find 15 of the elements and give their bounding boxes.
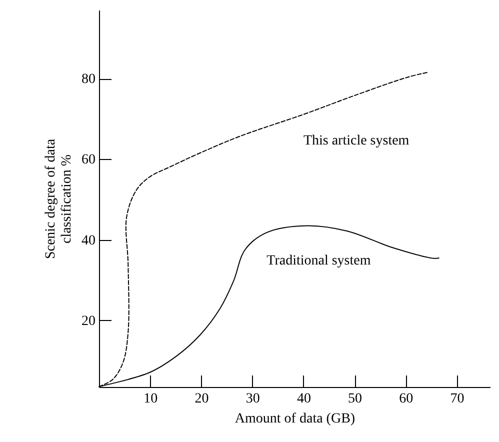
series-label: Traditional system (266, 254, 371, 269)
y-tick-label: 60 (82, 152, 96, 168)
x-tick-label: 50 (348, 392, 362, 406)
x-tick-label: 70 (450, 392, 464, 406)
series-label: This article system (303, 133, 410, 148)
y-tick-label: 20 (82, 314, 96, 329)
x-tick-label: 40 (296, 392, 311, 406)
x-tick-label: 30 (246, 392, 260, 406)
x-tick-label: 60 (399, 392, 414, 406)
x-tick-label: 20 (194, 392, 209, 406)
x-tick-label: 10 (144, 392, 158, 406)
y-tick-label: 40 (82, 233, 96, 248)
y-axis-title: Scenic degree of data classification % (44, 138, 74, 260)
x-axis-title: Amount of data (GB) (234, 412, 356, 426)
y-tick-label: 80 (82, 72, 96, 88)
